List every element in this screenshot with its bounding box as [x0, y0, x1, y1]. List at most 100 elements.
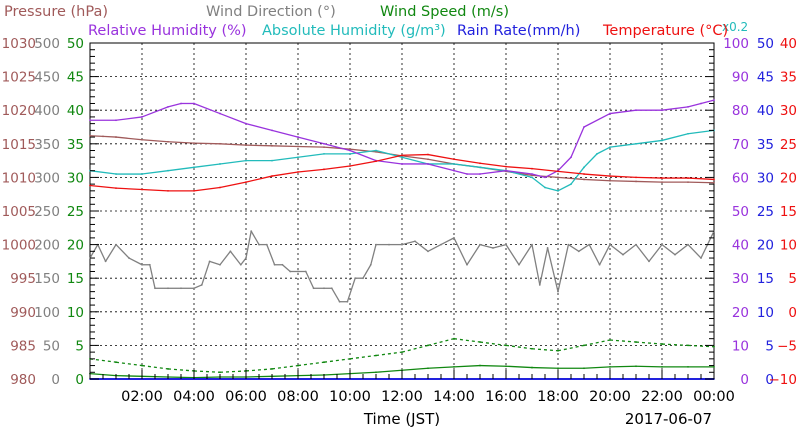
data-point-relative-humidity: [245, 122, 247, 125]
temperature-tick-label: 10: [780, 238, 797, 254]
data-point-wind-speed-gust-m-s: [583, 344, 585, 347]
data-point-relative-humidity: [570, 156, 572, 159]
data-point-wind-direction: [229, 250, 232, 253]
data-point-wind-speed-gust-m-s: [635, 341, 637, 343]
series-segment-relative-humidity: [323, 143, 351, 152]
legend-scale-note: x0.2: [722, 20, 748, 34]
data-point-wind-direction: [635, 243, 637, 246]
temperature-tick-label: 40: [780, 36, 797, 52]
data-point-relative-humidity: [167, 105, 169, 108]
series-segment-wind-direction: [599, 244, 611, 266]
series-segment-absolute-humidity-g-m-x0-2: [453, 163, 481, 168]
data-point-temperature-c: [167, 189, 169, 192]
series-segment-wind-direction: [128, 257, 143, 266]
data-point-pressure-hpa: [557, 176, 559, 179]
data-point-pressure-hpa: [219, 142, 221, 145]
data-point-wind-direction: [388, 243, 390, 246]
pressure-tick-label: 1020: [2, 103, 36, 119]
data-point-temperature-c: [323, 168, 325, 171]
legend-absolute-humidity-g-m: Absolute Humidity (g/m³): [262, 23, 446, 39]
series-segment-wind-speed-m-s: [479, 364, 507, 367]
data-point-temperature-c: [115, 187, 117, 190]
data-point-wind-direction: [193, 287, 195, 290]
data-point-absolute-humidity-g-m-x0-2: [557, 189, 559, 192]
data-point-pressure-hpa: [167, 140, 169, 143]
data-point-wind-direction: [700, 257, 702, 259]
series-segment-relative-humidity: [700, 99, 715, 105]
wind-direction-tick-label: 150: [34, 271, 60, 287]
series-segment-pressure-hpa: [609, 180, 637, 183]
data-point-relative-humidity: [349, 149, 351, 152]
series-segment-wind-direction: [149, 264, 156, 289]
legend-relative-humidity: Relative Humidity (%): [88, 23, 247, 39]
relative-humidity-tick-label: 100: [723, 36, 749, 52]
data-point-wind-direction: [297, 270, 299, 273]
data-point-wind-direction: [323, 287, 325, 290]
series-segment-wind-direction: [622, 244, 637, 256]
data-point-wind-direction: [375, 243, 377, 246]
data-point-relative-humidity: [323, 142, 325, 145]
series-segment-absolute-humidity-g-m-x0-2: [219, 159, 247, 165]
data-point-absolute-humidity-g-m-x0-2: [609, 146, 611, 149]
series-segment-wind-direction: [401, 240, 416, 246]
legend-temperature-c: Temperature (°C): [602, 23, 728, 39]
series-segment-absolute-humidity-g-m-x0-2: [687, 129, 715, 135]
temperature-tick-label: 20: [780, 170, 797, 186]
series-segment-wind-speed-gust-m-s: [349, 354, 377, 360]
data-point-wind-speed-m-s: [427, 367, 429, 370]
data-point-temperature-c: [609, 175, 611, 177]
series-segment-temperature-c: [219, 181, 247, 189]
data-point-wind-speed-gust-m-s: [661, 343, 663, 345]
series-segment-wind-speed-gust-m-s: [193, 370, 221, 373]
series-segment-wind-speed-m-s: [349, 371, 377, 375]
series-segment-relative-humidity: [479, 170, 507, 175]
x-tick-label: 12:00: [381, 389, 423, 405]
data-point-relative-humidity: [466, 173, 468, 175]
wind-direction-tick-label: 350: [34, 137, 60, 153]
data-point-wind-speed-m-s: [635, 365, 637, 368]
data-point-temperature-c: [193, 189, 195, 192]
wind-speed-tick-label: 0: [75, 372, 84, 388]
series-segment-wind-direction: [240, 257, 247, 266]
data-point-relative-humidity: [297, 136, 299, 138]
data-point-relative-humidity: [271, 129, 273, 132]
series-segment-wind-speed-gust-m-s: [505, 344, 533, 350]
series-segment-temperature-c: [531, 168, 559, 172]
data-point-relative-humidity: [141, 116, 143, 118]
series-relative-humidity: [89, 99, 715, 179]
data-point-wind-speed-gust-m-s: [141, 364, 143, 367]
series-segment-wind-speed-m-s: [375, 369, 403, 373]
series-segment-wind-speed-gust-m-s: [661, 343, 689, 347]
pressure-tick-label: 980: [10, 372, 36, 388]
series-segment-wind-direction: [281, 264, 291, 272]
data-point-wind-speed-gust-m-s: [427, 344, 429, 347]
data-point-wind-direction: [289, 270, 292, 273]
wind-direction-tick-label: 250: [34, 204, 60, 220]
data-point-absolute-humidity-g-m-x0-2: [531, 176, 533, 179]
pressure-tick-label: 990: [10, 305, 36, 321]
data-point-wind-direction: [148, 263, 151, 266]
pressure-tick-label: 995: [10, 271, 36, 287]
data-point-wind-direction: [354, 277, 357, 280]
data-point-wind-direction: [414, 240, 416, 243]
data-point-absolute-humidity-g-m-x0-2: [297, 156, 299, 159]
series-segment-wind-speed-m-s: [505, 365, 533, 369]
data-point-relative-humidity: [89, 119, 91, 122]
data-point-relative-humidity: [635, 109, 637, 112]
series-segment-relative-humidity: [219, 112, 247, 125]
data-point-temperature-c: [141, 188, 143, 191]
data-point-temperature-c: [89, 184, 91, 187]
data-point-absolute-humidity-g-m-x0-2: [323, 152, 325, 155]
data-point-wind-speed-gust-m-s: [531, 347, 533, 350]
data-point-absolute-humidity-g-m-x0-2: [479, 166, 481, 169]
series-segment-wind-speed-m-s: [583, 366, 611, 369]
series-segment-temperature-c: [141, 188, 169, 192]
x-tick-label: 16:00: [485, 389, 527, 405]
data-point-relative-humidity: [700, 102, 702, 105]
series-segment-pressure-hpa: [427, 158, 455, 165]
data-point-absolute-humidity-g-m-x0-2: [167, 169, 169, 172]
wind-direction-tick-label: 0: [51, 372, 60, 388]
wind-direction-tick-label: 300: [34, 170, 60, 186]
series-segment-wind-direction: [266, 244, 276, 265]
series-segment-wind-speed-m-s: [453, 364, 481, 368]
